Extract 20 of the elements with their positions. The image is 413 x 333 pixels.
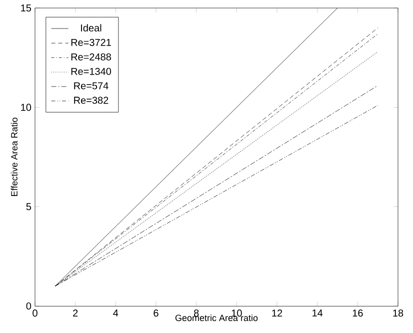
y-tick-label: 10 — [21, 104, 32, 111]
x-tick-label: 8 — [194, 310, 199, 317]
x-tick-label: 12 — [272, 310, 282, 317]
x-tick-label: 2 — [73, 310, 78, 317]
y-tick-label: 15 — [21, 4, 32, 12]
legend-label: Re=3721 — [71, 38, 111, 46]
legend-label: Re=1340 — [71, 68, 112, 75]
x-tick-label: 18 — [393, 310, 404, 317]
x-tick-label: 4 — [113, 310, 118, 316]
legend-label: Re=2488 — [71, 53, 111, 60]
legend-label: Re=382 — [74, 96, 108, 104]
y-tick-label: 5 — [26, 203, 32, 210]
y-tick-label: 0 — [26, 302, 32, 310]
x-tick-label: 6 — [154, 310, 158, 317]
x-tick-label: 0 — [32, 310, 38, 317]
x-tick-label: 16 — [352, 310, 363, 317]
y-axis-title: Effective Area Ratio — [10, 118, 18, 196]
legend-label: Ideal — [81, 24, 102, 32]
x-tick-label: 14 — [312, 310, 323, 316]
legend-label: Re=574 — [74, 82, 108, 90]
